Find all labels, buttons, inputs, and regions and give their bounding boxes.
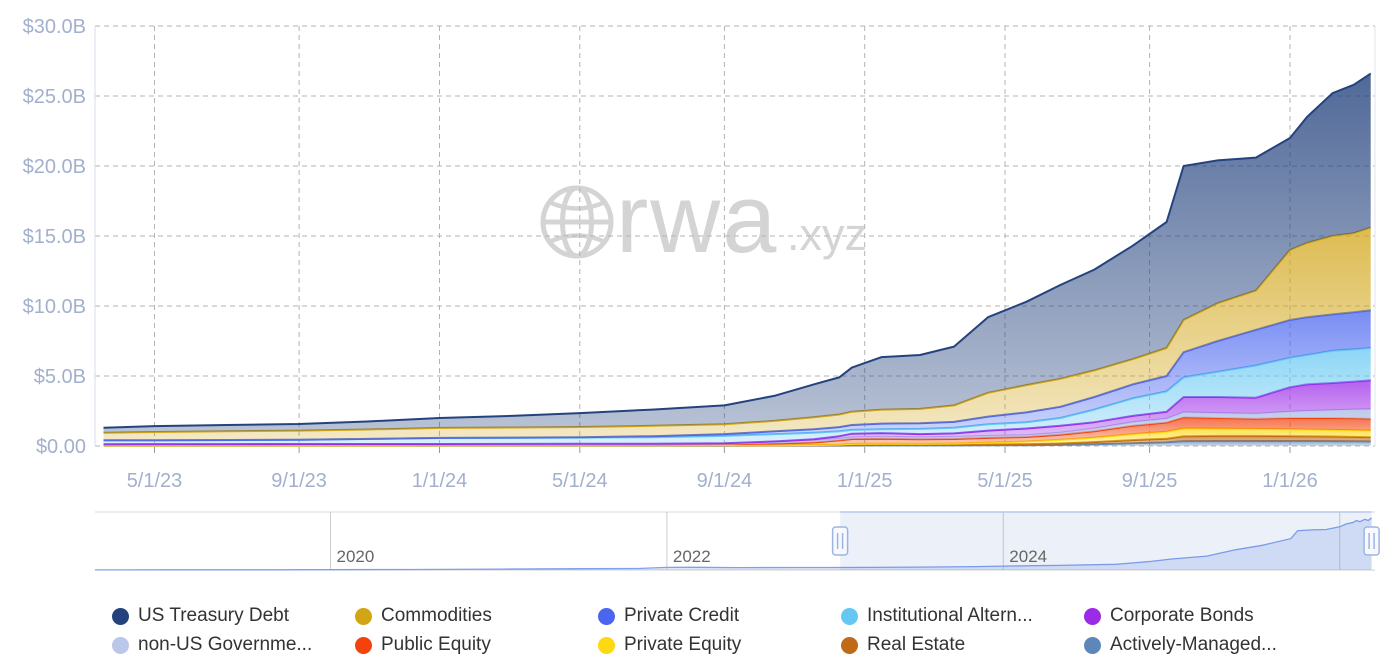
area-band-us-treasury-debt: [103, 73, 1371, 433]
axes: $30.0B $25.0B $20.0B $15.0B $10.0B $5.0B $0.00…: [23, 16, 1318, 492]
y-axis-label: $20.0B: [23, 156, 86, 178]
legend-item-real-estate[interactable]: Real Estate: [841, 633, 965, 657]
x-axis-label: 5/1/24: [552, 470, 608, 492]
navigator-selected-range[interactable]: [840, 512, 1372, 570]
navigator-left-handle-grip[interactable]: [831, 526, 849, 556]
legend-marker-actively-managed: [1084, 636, 1101, 654]
legend-marker-public-equity: [355, 636, 372, 654]
area-band-public-equity: [103, 417, 1371, 446]
legend-item-private-credit[interactable]: Private Credit: [598, 604, 739, 628]
legend-label: Institutional Altern...: [867, 605, 1033, 626]
area-line-us-treasury-debt: [103, 72, 1372, 429]
area-band-commodities: [103, 227, 1371, 441]
x-axis-label: 9/1/25: [1122, 470, 1178, 492]
x-axis-label: 9/1/23: [271, 470, 327, 492]
watermark-suffix-text: .xyz: [787, 209, 867, 260]
y-axis-label: $0.00: [36, 436, 86, 458]
legend-item-private-equity[interactable]: Private Equity: [598, 633, 741, 657]
navigator-year-label: 2024: [1009, 547, 1047, 566]
navigator-area-fill: [95, 517, 1372, 570]
y-axis-label: $15.0B: [23, 226, 86, 248]
legend-item-public-equity[interactable]: Public Equity: [355, 633, 491, 657]
legend-label: Actively-Managed...: [1110, 634, 1277, 655]
legend-label: Real Estate: [867, 634, 966, 655]
legend-item-commodities[interactable]: Commodities: [355, 604, 492, 628]
y-axis-label: $25.0B: [23, 86, 86, 108]
navigator-line: [94, 517, 1373, 571]
legend-label: Commodities: [381, 605, 492, 626]
legend-label: Public Equity: [381, 634, 491, 655]
legend-label: US Treasury Debt: [138, 605, 289, 626]
legend-label: Corporate Bonds: [1110, 605, 1254, 626]
legend-marker-real-estate: [841, 636, 858, 654]
stacked-area-series: [103, 72, 1372, 447]
navigator-left-handle[interactable]: [831, 526, 849, 556]
y-axis-label: $10.0B: [23, 296, 86, 318]
main-chart: rwa .xyz $30.0B$25.0B$20.0B$15.0B$10.0B$…: [23, 16, 1380, 571]
x-axis-label: 9/1/24: [697, 470, 753, 492]
legend-marker-us-treasury-debt: [112, 607, 129, 625]
legend-marker-private-credit: [598, 607, 615, 625]
legend-marker-private-equity: [598, 636, 615, 654]
area-band-institutional-altern: [103, 348, 1371, 445]
legend-marker-non-us-governme: [112, 636, 129, 654]
x-axis-label: 1/1/26: [1262, 470, 1318, 492]
area-band-private-equity: [103, 428, 1371, 446]
x-axis-label: 5/1/25: [977, 470, 1033, 492]
rwa-xyz-watermark: rwa .xyz: [540, 164, 867, 273]
x-axis-label: 1/1/24: [412, 470, 468, 492]
legend-marker-commodities: [355, 607, 372, 625]
navigator-right-handle-grip[interactable]: [1363, 526, 1380, 556]
y-axis-label: $5.0B: [34, 366, 86, 388]
range-navigator: 2020 2022 2024: [94, 511, 1380, 571]
area-band-corporate-bonds: [103, 380, 1371, 445]
watermark-brand-text: rwa: [616, 164, 778, 273]
legend-marker-corporate-bonds: [1084, 607, 1101, 625]
y-axis-label: $30.0B: [23, 16, 86, 38]
legend-marker-institutional-altern: [841, 607, 858, 625]
area-band-non-us-governme: [103, 409, 1371, 445]
legend-item-corporate-bonds[interactable]: Corporate Bonds: [1084, 604, 1254, 628]
navigator-year-label: 2020: [337, 547, 375, 566]
legend-item-actively-managed[interactable]: Actively-Managed...: [1084, 633, 1277, 657]
x-axis-label: 5/1/23: [127, 470, 183, 492]
legend-label: Private Equity: [624, 634, 742, 655]
legend-item-non-us-governme[interactable]: non-US Governme...: [112, 633, 312, 657]
navigator-year-label: 2022: [673, 547, 711, 566]
navigator-right-handle[interactable]: [1363, 526, 1380, 556]
legend-label: non-US Governme...: [138, 634, 313, 655]
legend-item-us-treasury-debt[interactable]: US Treasury Debt: [112, 604, 289, 628]
globe-icon: [540, 185, 614, 259]
x-axis-label: 1/1/25: [837, 470, 893, 492]
legend-label: Private Credit: [624, 605, 740, 626]
legend-item-institutional-altern[interactable]: Institutional Altern...: [841, 604, 1033, 628]
